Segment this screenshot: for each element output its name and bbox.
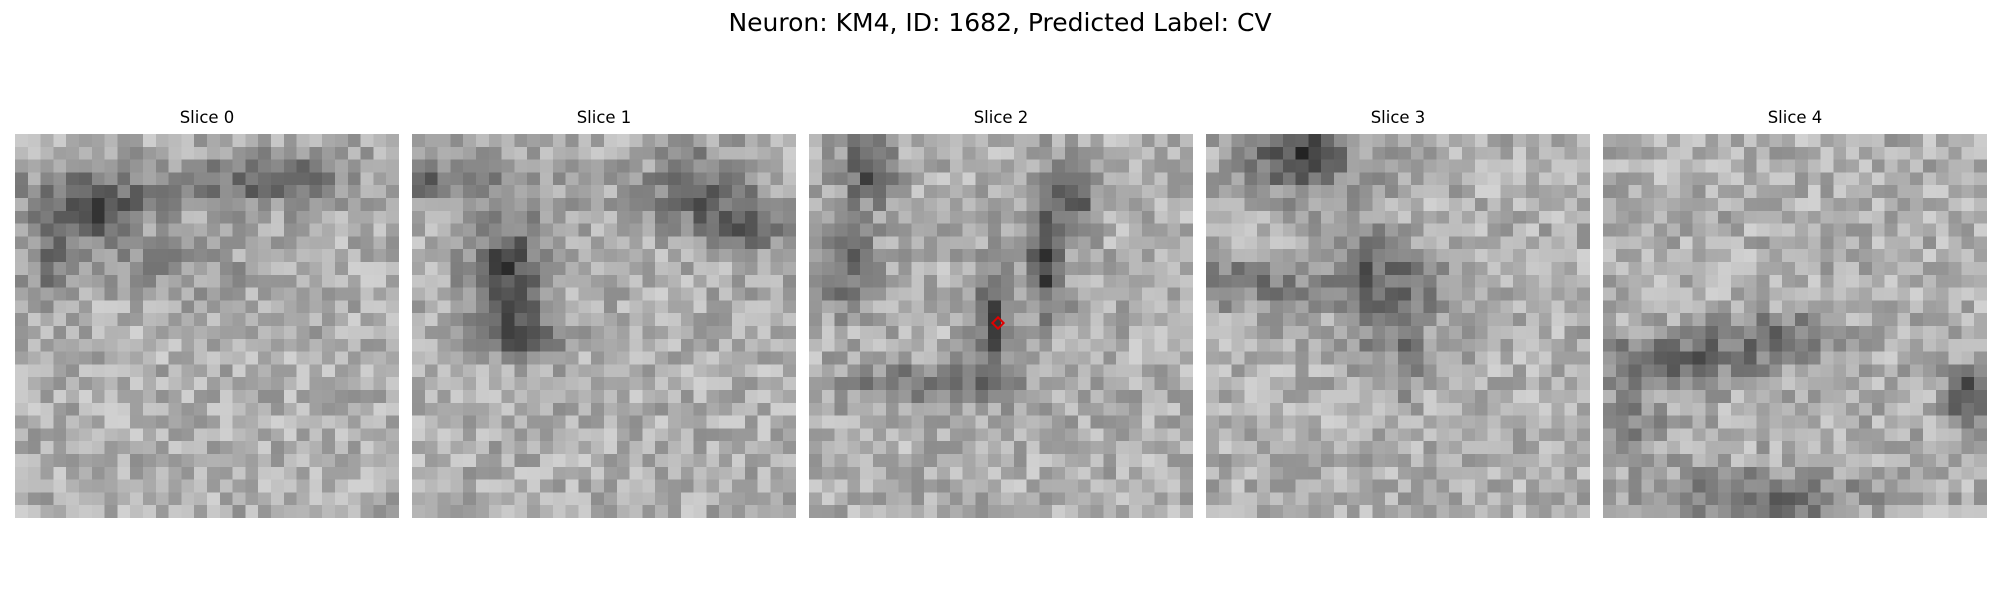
- slice-image: [1206, 134, 1590, 518]
- figure-title: Neuron: KM4, ID: 1682, Predicted Label: …: [728, 8, 1272, 37]
- slice-title: Slice 1: [576, 108, 632, 127]
- slice-title: Slice 2: [973, 108, 1029, 127]
- slice-panel-2: Slice 2: [809, 108, 1193, 518]
- slice-image: [1603, 134, 1987, 518]
- slice-image: [809, 134, 1193, 518]
- slice-panel-0: Slice 0: [15, 108, 399, 518]
- slice-panel-3: Slice 3: [1206, 108, 1590, 518]
- slice-panel-1: Slice 1: [412, 108, 796, 518]
- slice-title: Slice 0: [179, 108, 235, 127]
- slice-title: Slice 3: [1370, 108, 1426, 127]
- slice-title: Slice 4: [1767, 108, 1823, 127]
- slice-image: [412, 134, 796, 518]
- slice-image: [15, 134, 399, 518]
- slice-panel-4: Slice 4: [1603, 108, 1987, 518]
